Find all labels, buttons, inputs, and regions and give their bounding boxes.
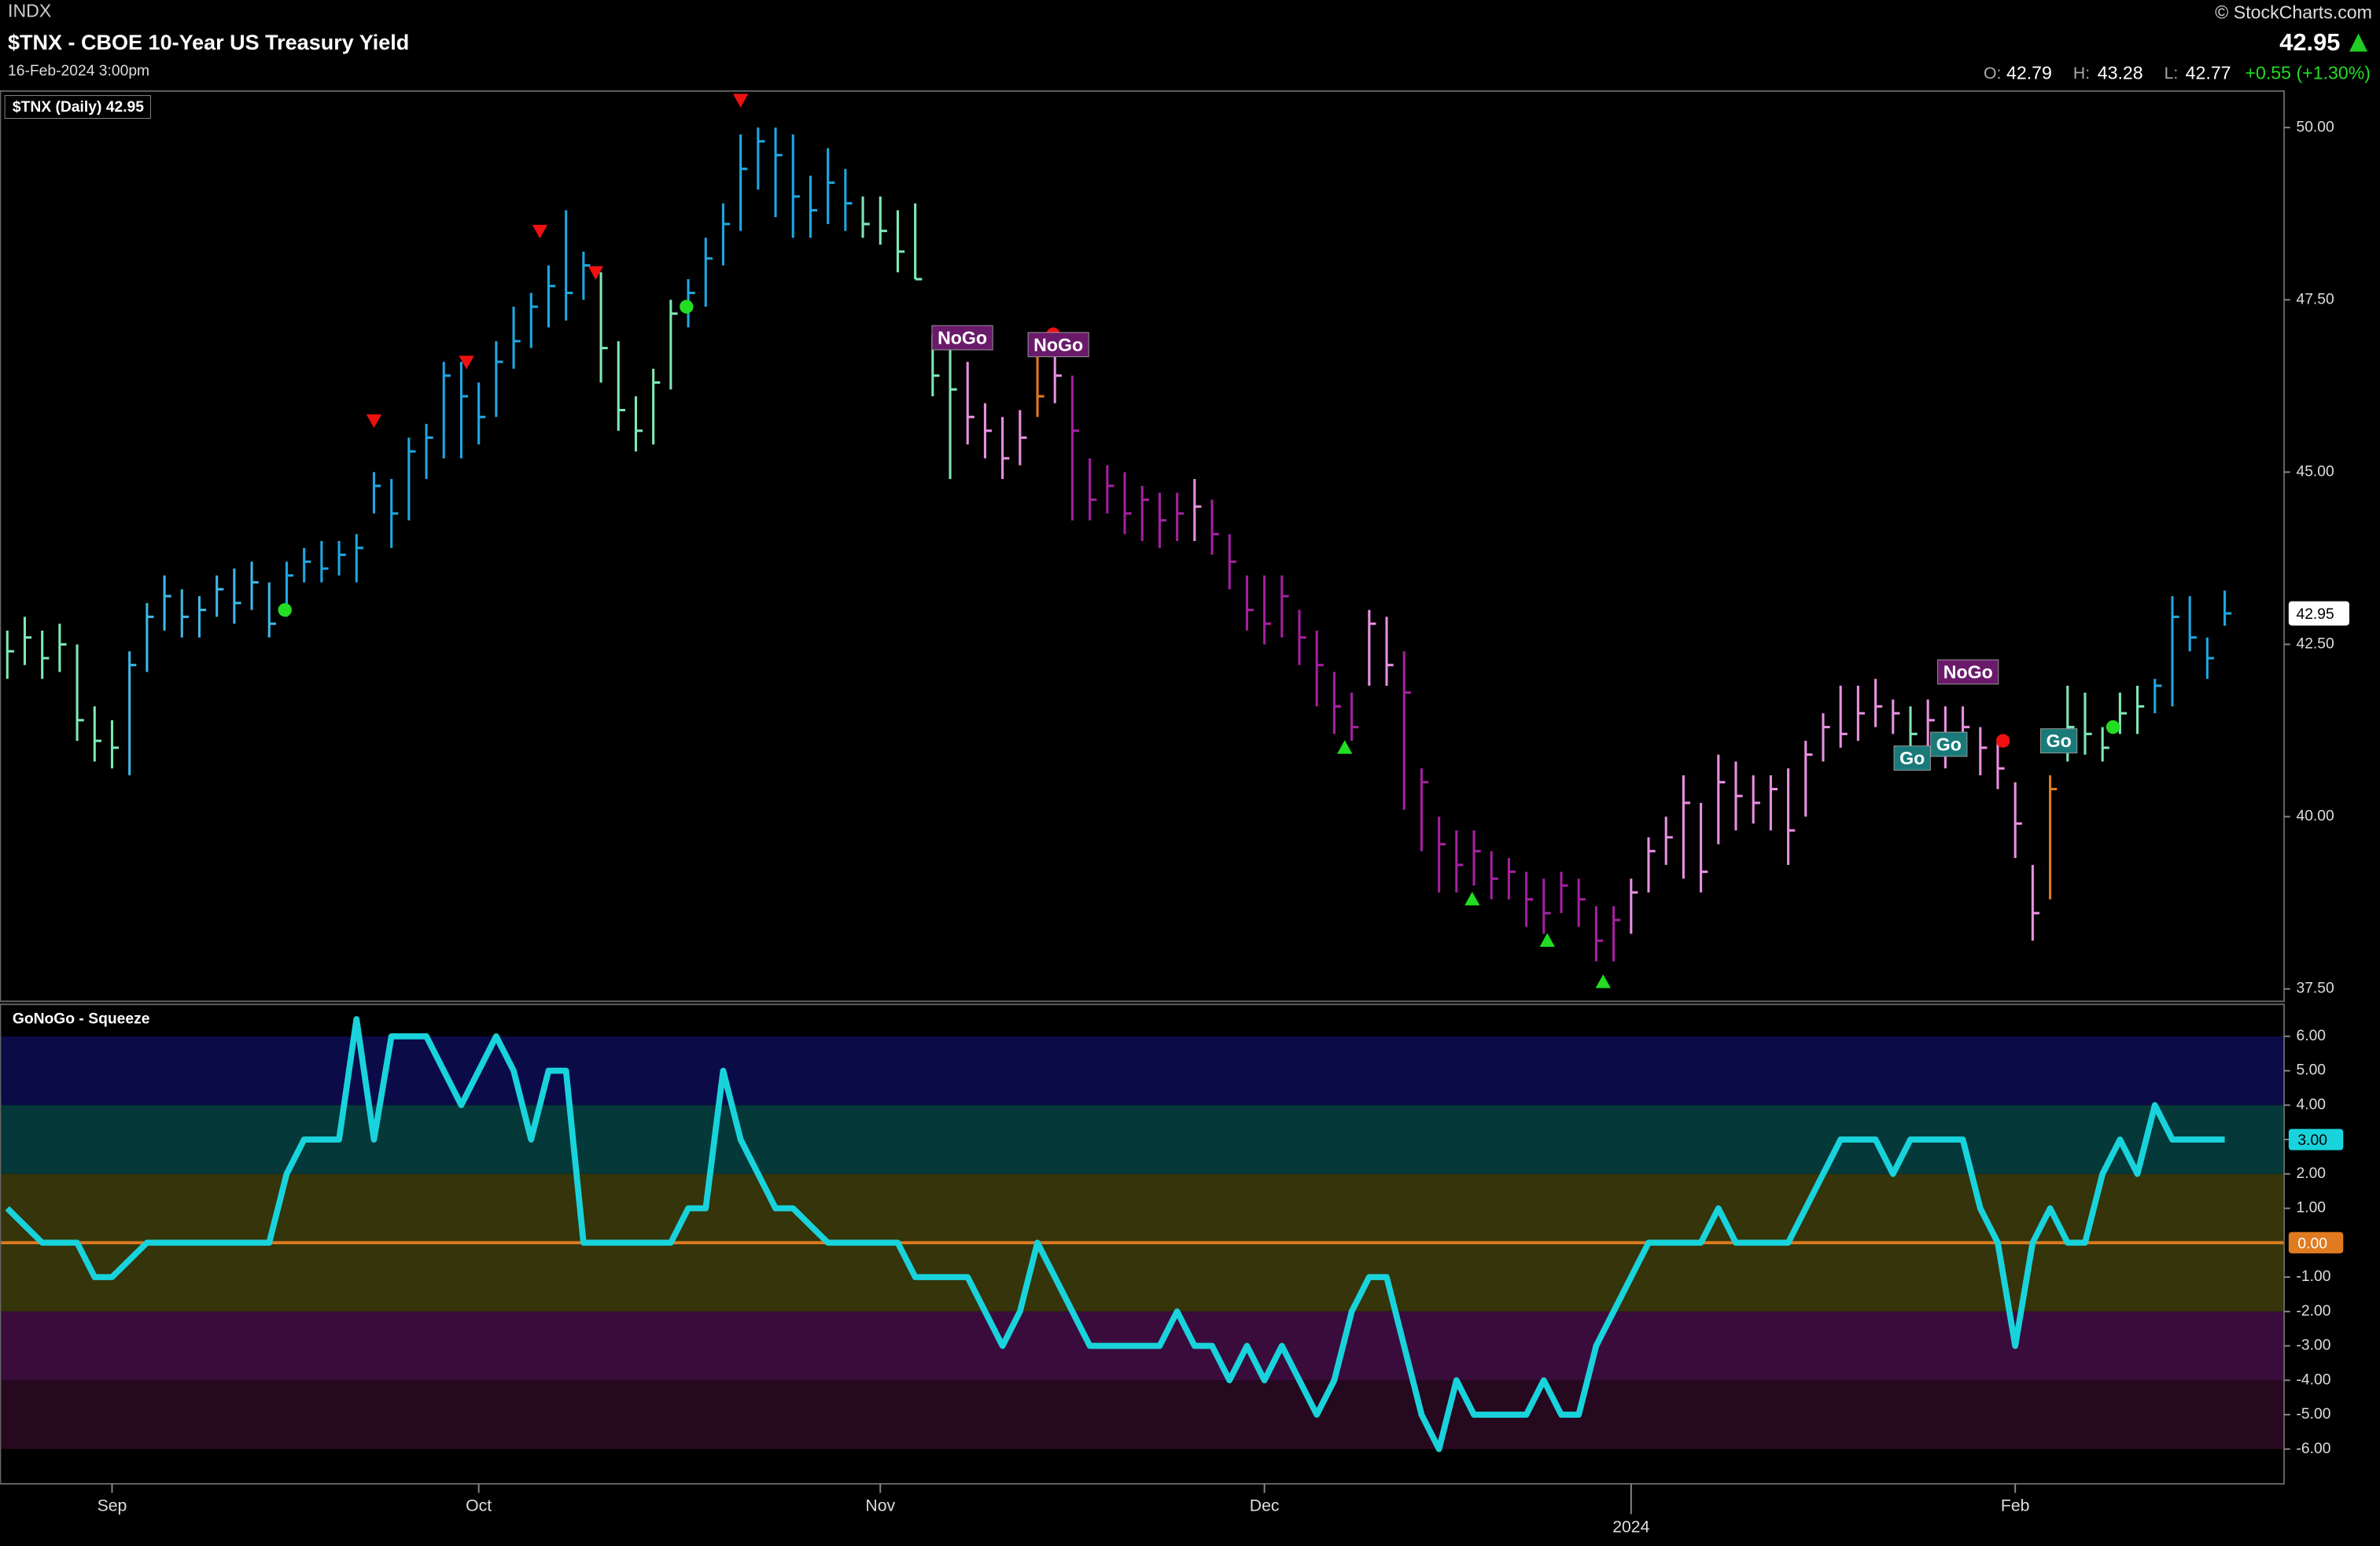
chart-title: $TNX - CBOE 10-Year US Treasury Yield xyxy=(8,31,409,54)
signal-box xyxy=(2040,728,2078,754)
up-arrow xyxy=(2349,33,2368,52)
panel-frame xyxy=(0,90,2286,1003)
year-label: 2024 xyxy=(1612,1518,1649,1536)
x-tick-label: Oct xyxy=(466,1496,492,1515)
signal-box xyxy=(1930,731,1968,757)
y-tick-label: 50.00 xyxy=(2296,119,2334,135)
legend-box xyxy=(5,1009,148,1029)
last-price-label: 42.95 xyxy=(2296,606,2334,623)
y-tick-label: 5.00 xyxy=(2296,1062,2326,1079)
signal-down xyxy=(732,94,749,108)
signal-dot xyxy=(680,300,694,314)
y-tick-label: -1.00 xyxy=(2296,1268,2330,1285)
y-tick-label: 45.00 xyxy=(2296,463,2334,480)
last-price-box xyxy=(2288,601,2350,626)
signal-box xyxy=(1027,332,1089,358)
last-value-tag xyxy=(2288,1128,2344,1150)
x-tick-label: Feb xyxy=(2001,1496,2030,1515)
signal-box xyxy=(1937,659,1999,685)
ohlc-label: L: xyxy=(2164,64,2179,83)
y-tick-label: 4.00 xyxy=(2296,1096,2326,1113)
chart-date: 16-Feb-2024 3:00pm xyxy=(8,63,149,79)
zero-label: 0.00 xyxy=(2297,1235,2327,1252)
signal-box xyxy=(931,325,993,351)
last-price: 42.95 xyxy=(2279,28,2340,56)
y-tick-label: -2.00 xyxy=(2296,1303,2330,1320)
signal-dot xyxy=(278,602,292,617)
signal-box xyxy=(1893,745,1931,771)
signal-up xyxy=(1539,933,1555,947)
panel-title: GoNoGo - Squeeze xyxy=(13,1011,150,1028)
signal-down xyxy=(366,414,382,429)
y-tick-label: -4.00 xyxy=(2296,1371,2330,1388)
ohlc-label: H: xyxy=(2073,64,2090,83)
source: © StockCharts.com xyxy=(2215,2,2372,22)
x-tick-label: Dec xyxy=(1250,1496,1280,1515)
y-tick-label: -3.00 xyxy=(2296,1338,2330,1354)
y-tick-label: 47.50 xyxy=(2296,291,2334,307)
signal-label: NoGo xyxy=(1033,334,1083,355)
y-tick-label: 6.00 xyxy=(2296,1028,2326,1044)
signal-down xyxy=(459,355,474,370)
signal-label: NoGo xyxy=(938,328,987,348)
ohlc-value: 42.79 xyxy=(2006,63,2052,83)
zone-band xyxy=(0,1105,2285,1174)
signal-label: Go xyxy=(1936,734,1962,755)
signal-up xyxy=(1337,740,1353,754)
ohlc-value: 43.28 xyxy=(2098,63,2143,83)
panel-title: $TNX (Daily) 42.95 xyxy=(13,99,144,116)
y-tick-label: -6.00 xyxy=(2296,1441,2330,1457)
signal-dot xyxy=(1995,734,2010,748)
change: +0.55 (+1.30%) xyxy=(2245,63,2371,83)
signal-down xyxy=(588,266,604,280)
ohlc-label: O: xyxy=(1984,64,2001,83)
signal-label: Go xyxy=(2047,731,2072,751)
oscillator-overlay: GoNoGo - Squeeze -6.00 -5.00 -4.00 -3.00 -2.… xyxy=(0,1003,2344,1485)
legend-box xyxy=(4,95,151,119)
signal-label: Go xyxy=(1899,748,1925,768)
signal-up xyxy=(1464,892,1480,906)
zero-tag xyxy=(2288,1231,2344,1253)
last-value-label: 3.00 xyxy=(2297,1132,2327,1149)
y-tick-label: 37.50 xyxy=(2296,981,2334,997)
signal-up xyxy=(1595,974,1611,988)
x-tick-label: Nov xyxy=(865,1496,895,1515)
y-tick-label: 2.00 xyxy=(2296,1165,2326,1182)
y-tick-label: 1.00 xyxy=(2296,1200,2326,1217)
panel-frame xyxy=(0,1003,2286,1485)
y-tick-label: 42.50 xyxy=(2296,636,2334,653)
signal-dot xyxy=(2106,720,2120,734)
price-panel: $TNX (Daily) 42.95 37.50 40.00 42.50 45.00 4… xyxy=(0,90,2350,1003)
y-tick-label: -5.00 xyxy=(2296,1406,2330,1423)
oscillator-panel xyxy=(0,1016,2285,1452)
exchange: INDX xyxy=(8,1,51,21)
signal-down xyxy=(532,224,547,239)
squeeze-line xyxy=(5,1016,2225,1452)
y-tick-label: 40.00 xyxy=(2296,808,2334,825)
zone-band xyxy=(0,1380,2285,1449)
signal-label: NoGo xyxy=(1943,662,1993,683)
ohlc-value: 42.77 xyxy=(2186,63,2231,83)
x-tick-label: Sep xyxy=(98,1496,127,1515)
